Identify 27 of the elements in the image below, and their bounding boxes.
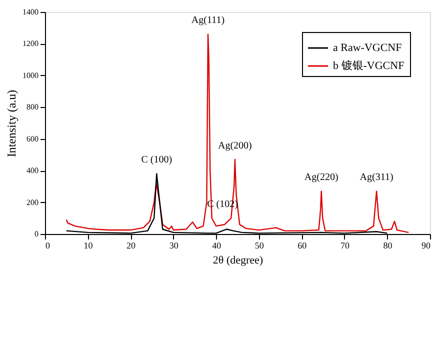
y-tick-label: 0 [34, 230, 38, 238]
y-tick-label: 800 [26, 102, 38, 112]
y-tick-label: 1000 [22, 70, 38, 80]
y-tick-label: 1400 [22, 8, 38, 16]
y-tick-label: 400 [26, 166, 38, 176]
legend-label: a Raw-VGCNF [333, 42, 402, 54]
x-tick-label: 20 [126, 240, 136, 250]
x-tick-label: 60 [298, 240, 308, 250]
y-axis-title: Intensity (a.u) [4, 90, 18, 158]
annotation: C (100) [141, 154, 172, 166]
x-tick-label: 70 [340, 240, 350, 250]
annotation: Ag(311) [360, 172, 394, 184]
annotation: Ag(111) [191, 15, 225, 26]
annotation: Ag(200) [218, 140, 252, 152]
y-tick-label: 200 [26, 198, 38, 207]
x-tick-label: 80 [383, 240, 393, 250]
annotation: Ag(220) [304, 172, 338, 184]
x-axis-title: 2θ (degree) [212, 254, 264, 266]
x-tick-label: 30 [169, 240, 179, 250]
x-tick-label: 0 [46, 240, 50, 250]
y-tick-label: 600 [26, 134, 38, 144]
x-tick-label: 90 [422, 240, 431, 250]
x-tick-label: 50 [254, 240, 264, 250]
x-tick-label: 10 [84, 240, 94, 250]
x-tick-label: 40 [212, 240, 222, 250]
y-tick-label: 1200 [22, 39, 38, 48]
legend-label: b 镀银-VGCNF [333, 59, 404, 72]
